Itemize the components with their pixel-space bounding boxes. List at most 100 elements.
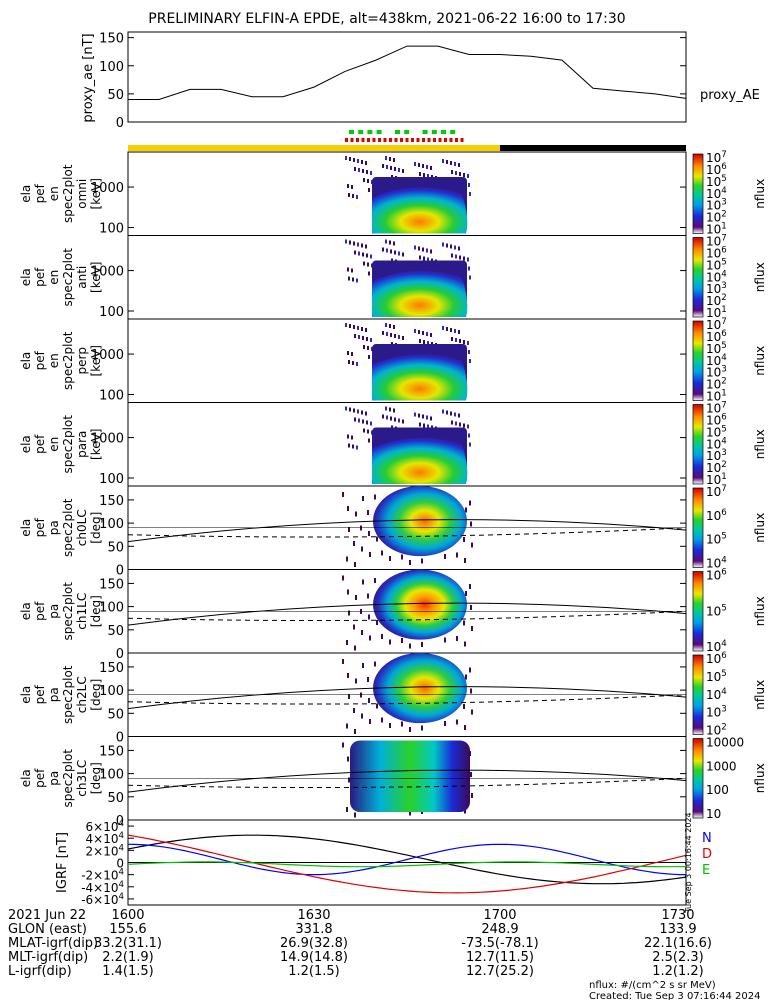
science-zone-marker [441,130,446,134]
spectrogram-speckle [362,663,364,668]
spectrogram-speckle [427,424,429,429]
spectrogram-speckle [398,251,400,256]
spectrogram-speckle [346,556,348,562]
footer-row-label: GLON (east) [8,922,87,937]
spectrogram-ylabel-line: [deg] [89,595,103,627]
spectrogram-speckle [418,163,420,167]
fgm-marker [449,138,453,142]
spectrogram-speckle [370,171,372,175]
spectrogram-speckle [353,708,355,713]
colorbar-tick-label: 106 [706,508,727,523]
spectrogram-speckle [463,704,465,709]
spectrogram-speckle [382,164,384,168]
anti-loss-cone-curve [127,527,687,538]
spectrogram-speckle [398,168,400,172]
spectrogram-speckle [349,240,351,245]
spectrogram-speckle [426,165,428,169]
spectrogram-panel: 0 50 100 150 ela pef pa spec2plot ch2LC [deg] 102 1… [19,651,767,746]
spectrogram-flux [372,187,468,234]
colorbar-tick-label: 104 [706,436,727,451]
spectrogram-flux [373,569,467,640]
spectrogram-speckle [385,156,387,160]
spectrogram-speckle [422,247,424,252]
spectrogram-ytick-label: 150 [99,661,124,676]
spectrogram-speckle [470,772,472,777]
colorbar-tick-label: 106 [706,651,727,666]
fgm-marker [411,138,414,142]
spectrogram-speckle [365,411,367,416]
spectrogram-ytick-label: 150 [99,577,124,592]
fgm-marker [356,138,359,142]
spectrogram-speckle [451,420,453,425]
spectrogram-speckle [382,331,384,335]
spectrogram-speckle [346,640,348,645]
colorbar-tick-label: 104 [706,639,727,654]
spectrogram-speckle [363,345,365,349]
spectrogram-speckle [367,179,369,183]
fgm-marker [372,138,376,142]
colorbar-tick-label: 105 [706,257,727,272]
spectrogram-ylabel-line: ch2LC [75,676,89,713]
spectrogram-speckle [418,330,420,334]
spectrogram-speckle [446,243,448,248]
spectrogram-ytick-label: 100 [99,222,124,237]
footer-cell: 2.2(1.9) [102,950,154,965]
science-zone-marker [367,130,373,134]
spectrogram-speckle [471,542,473,548]
spectrogram-speckle [463,340,465,344]
spectrogram-speckle [422,164,424,168]
spectrogram-speckle [366,253,368,258]
igrf-ytick-label: 0 [116,857,124,871]
spectrogram-ylabel-line: pa [47,520,61,535]
spectrogram-speckle [357,409,359,414]
spectrogram-speckle [376,620,378,625]
spectrogram-speckle [370,254,372,259]
spectrogram-ylabel-line: anti [75,266,89,289]
spectrogram-speckle [409,810,411,816]
science-zone-marker [431,130,437,134]
spectrogram-ylabel-line: spec2plot [61,749,75,808]
spectrogram-speckle [401,554,403,560]
spectrogram-speckle [390,416,392,421]
spectrogram-speckle [349,324,351,328]
spectrogram-speckle [368,698,370,703]
spectrogram-speckle [451,170,453,174]
spectrogram-speckle [414,245,416,250]
spectrogram-ytick-label: 150 [99,494,124,509]
igrf-total-curve [127,834,687,885]
spectrogram-speckle [458,413,460,418]
spectrogram-ytick-label: 100 [99,389,124,404]
spectrogram-speckle [345,323,347,327]
spectrogram-speckle [348,276,350,281]
spectrogram-speckle [414,412,416,417]
colorbar-tick-label: 105 [706,424,727,439]
fgm-marker [389,138,392,142]
loss-cone-curve [127,602,687,626]
spectrogram-speckle [368,438,370,443]
spectrogram-speckle [386,415,388,420]
igrf-n-curve [127,843,686,876]
footer-cell: 155.6 [109,922,146,937]
spectrogram-speckle [349,407,351,412]
spectrogram-speckle [345,406,347,411]
spectrogram-speckle [458,163,460,167]
spectrogram-speckle [356,195,358,199]
spectrogram-speckle [362,579,364,585]
spectrogram-speckle [385,406,387,411]
spectrogram-ylabel-line: ch0LC [75,509,89,546]
spectrogram-speckle [381,550,383,556]
spectrogram-speckle [348,777,350,783]
colorbar-label: nflux [753,346,767,376]
spectrogram-speckle [347,589,349,595]
spectrogram-speckle [419,339,421,343]
fgm-marker [455,138,458,142]
spectrogram-ytick-label: 1000 [91,265,124,280]
spectrogram-speckle [467,257,469,262]
spectrogram-speckle [386,165,388,169]
spectrogram-speckle [347,673,349,678]
loss-cone-curve [127,519,687,543]
igrf-legend-label: E [702,863,710,878]
spectrogram-speckle [370,421,372,426]
